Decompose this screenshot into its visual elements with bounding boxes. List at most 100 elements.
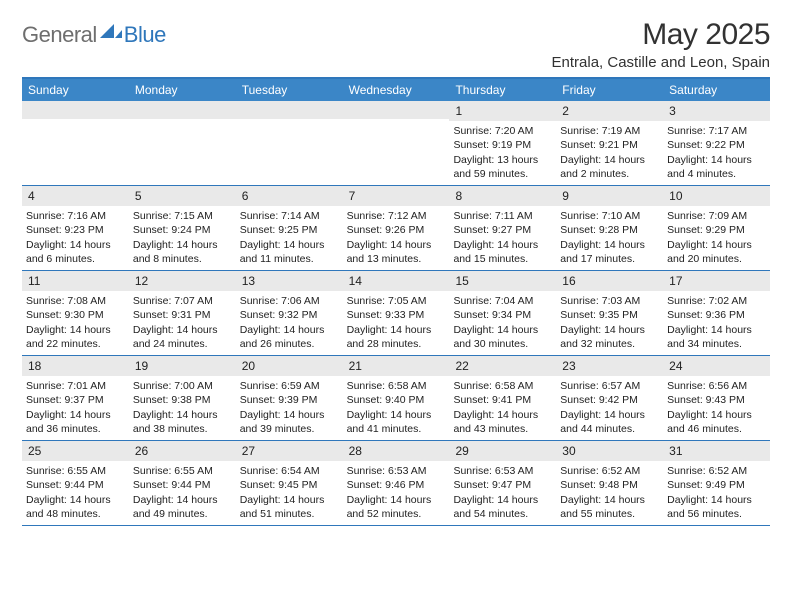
dow-monday: Monday (129, 79, 236, 101)
day-detail-line: Sunset: 9:21 PM (560, 138, 659, 152)
day-detail-line: Sunset: 9:24 PM (133, 223, 232, 237)
day-detail-line: Daylight: 14 hours and 44 minutes. (560, 408, 659, 436)
day-cell: 14Sunrise: 7:05 AMSunset: 9:33 PMDayligh… (343, 271, 450, 355)
day-detail-line: Sunrise: 6:52 AM (667, 464, 766, 478)
day-cell: 22Sunrise: 6:58 AMSunset: 9:41 PMDayligh… (449, 356, 556, 440)
dow-thursday: Thursday (449, 79, 556, 101)
day-cell: 19Sunrise: 7:00 AMSunset: 9:38 PMDayligh… (129, 356, 236, 440)
day-detail-line: Sunrise: 6:57 AM (560, 379, 659, 393)
day-detail-line: Sunrise: 7:10 AM (560, 209, 659, 223)
day-detail-line: Sunrise: 6:56 AM (667, 379, 766, 393)
day-detail-line: Daylight: 14 hours and 56 minutes. (667, 493, 766, 521)
day-detail-line: Sunrise: 7:07 AM (133, 294, 232, 308)
day-number: 3 (663, 101, 770, 121)
header: General Blue May 2025 Entrala, Castille … (22, 18, 770, 71)
weeks-container: 1Sunrise: 7:20 AMSunset: 9:19 PMDaylight… (22, 101, 770, 526)
logo-sail-icon (100, 22, 122, 40)
day-cell: 16Sunrise: 7:03 AMSunset: 9:35 PMDayligh… (556, 271, 663, 355)
day-detail-line: Sunrise: 6:59 AM (240, 379, 339, 393)
day-detail-line: Sunset: 9:41 PM (453, 393, 552, 407)
day-detail-line: Sunrise: 6:52 AM (560, 464, 659, 478)
dow-tuesday: Tuesday (236, 79, 343, 101)
day-detail-line: Daylight: 14 hours and 46 minutes. (667, 408, 766, 436)
day-detail-line: Daylight: 14 hours and 28 minutes. (347, 323, 446, 351)
day-detail-line: Sunset: 9:36 PM (667, 308, 766, 322)
day-number: 13 (236, 271, 343, 291)
day-detail-line: Daylight: 14 hours and 48 minutes. (26, 493, 125, 521)
day-detail-line: Daylight: 14 hours and 52 minutes. (347, 493, 446, 521)
day-detail-line: Sunset: 9:47 PM (453, 478, 552, 492)
logo-text-blue: Blue (124, 22, 166, 48)
day-detail-line: Daylight: 14 hours and 11 minutes. (240, 238, 339, 266)
day-cell: 5Sunrise: 7:15 AMSunset: 9:24 PMDaylight… (129, 186, 236, 270)
day-detail-line: Sunset: 9:37 PM (26, 393, 125, 407)
day-detail-line: Daylight: 14 hours and 43 minutes. (453, 408, 552, 436)
day-detail-line: Daylight: 14 hours and 24 minutes. (133, 323, 232, 351)
day-number: 5 (129, 186, 236, 206)
day-number: 27 (236, 441, 343, 461)
day-number: 21 (343, 356, 450, 376)
day-detail-line: Sunrise: 7:12 AM (347, 209, 446, 223)
day-number: 22 (449, 356, 556, 376)
dow-sunday: Sunday (22, 79, 129, 101)
day-detail-line: Daylight: 14 hours and 8 minutes. (133, 238, 232, 266)
day-detail-line: Sunset: 9:46 PM (347, 478, 446, 492)
day-cell: 31 Sunrise: 6:52 AMSunset: 9:49 PMDayligh… (663, 441, 770, 525)
day-number: 16 (556, 271, 663, 291)
day-detail-line: Sunset: 9:26 PM (347, 223, 446, 237)
day-number: 8 (449, 186, 556, 206)
day-detail-line: Sunset: 9:44 PM (133, 478, 232, 492)
day-number: 9 (556, 186, 663, 206)
day-number: 15 (449, 271, 556, 291)
day-detail-line: Sunset: 9:48 PM (560, 478, 659, 492)
day-detail-line: Daylight: 14 hours and 6 minutes. (26, 238, 125, 266)
day-cell: 11Sunrise: 7:08 AMSunset: 9:30 PMDayligh… (22, 271, 129, 355)
day-detail-line: Daylight: 14 hours and 38 minutes. (133, 408, 232, 436)
day-number: 29 (449, 441, 556, 461)
day-cell: 21Sunrise: 6:58 AMSunset: 9:40 PMDayligh… (343, 356, 450, 440)
day-cell: 30 Sunrise: 6:52 AMSunset: 9:48 PMDayligh… (556, 441, 663, 525)
day-detail-line: Daylight: 14 hours and 55 minutes. (560, 493, 659, 521)
day-detail-line: Sunrise: 7:09 AM (667, 209, 766, 223)
day-detail-line: Sunrise: 6:53 AM (347, 464, 446, 478)
day-number: 2 (556, 101, 663, 121)
location: Entrala, Castille and Leon, Spain (552, 54, 770, 71)
day-detail-line: Sunrise: 7:04 AM (453, 294, 552, 308)
day-cell: 8Sunrise: 7:11 AMSunset: 9:27 PMDaylight… (449, 186, 556, 270)
day-cell: 27Sunrise: 6:54 AMSunset: 9:45 PMDayligh… (236, 441, 343, 525)
day-cell: 25Sunrise: 6:55 AMSunset: 9:44 PMDayligh… (22, 441, 129, 525)
day-cell (22, 101, 129, 185)
day-number: 25 (22, 441, 129, 461)
day-detail-line: Sunset: 9:33 PM (347, 308, 446, 322)
day-number: 30 (556, 441, 663, 461)
day-detail-line: Sunset: 9:30 PM (26, 308, 125, 322)
day-detail-line: Daylight: 14 hours and 20 minutes. (667, 238, 766, 266)
day-cell: 7Sunrise: 7:12 AMSunset: 9:26 PMDaylight… (343, 186, 450, 270)
day-number: 31 (663, 441, 770, 461)
day-detail-line: Sunrise: 7:00 AM (133, 379, 232, 393)
day-number: 26 (129, 441, 236, 461)
week-row: 18Sunrise: 7:01 AMSunset: 9:37 PMDayligh… (22, 356, 770, 441)
day-cell: 26Sunrise: 6:55 AMSunset: 9:44 PMDayligh… (129, 441, 236, 525)
day-cell: 24Sunrise: 6:56 AMSunset: 9:43 PMDayligh… (663, 356, 770, 440)
dow-friday: Friday (556, 79, 663, 101)
day-number: 10 (663, 186, 770, 206)
week-row: 11Sunrise: 7:08 AMSunset: 9:30 PMDayligh… (22, 271, 770, 356)
day-detail-line: Sunset: 9:32 PM (240, 308, 339, 322)
month-title: May 2025 (552, 18, 770, 52)
day-cell: 17Sunrise: 7:02 AMSunset: 9:36 PMDayligh… (663, 271, 770, 355)
day-detail-line: Daylight: 14 hours and 2 minutes. (560, 153, 659, 181)
day-detail-line: Sunset: 9:39 PM (240, 393, 339, 407)
day-detail-line: Sunset: 9:27 PM (453, 223, 552, 237)
day-cell: 18Sunrise: 7:01 AMSunset: 9:37 PMDayligh… (22, 356, 129, 440)
day-detail-line: Sunrise: 7:05 AM (347, 294, 446, 308)
day-detail-line: Sunset: 9:31 PM (133, 308, 232, 322)
day-cell (343, 101, 450, 185)
day-detail-line: Sunset: 9:49 PM (667, 478, 766, 492)
day-detail-line: Sunset: 9:25 PM (240, 223, 339, 237)
day-number: 24 (663, 356, 770, 376)
day-number (22, 101, 129, 119)
day-detail-line: Daylight: 14 hours and 22 minutes. (26, 323, 125, 351)
logo-text-general: General (22, 22, 97, 48)
day-detail-line: Sunset: 9:29 PM (667, 223, 766, 237)
